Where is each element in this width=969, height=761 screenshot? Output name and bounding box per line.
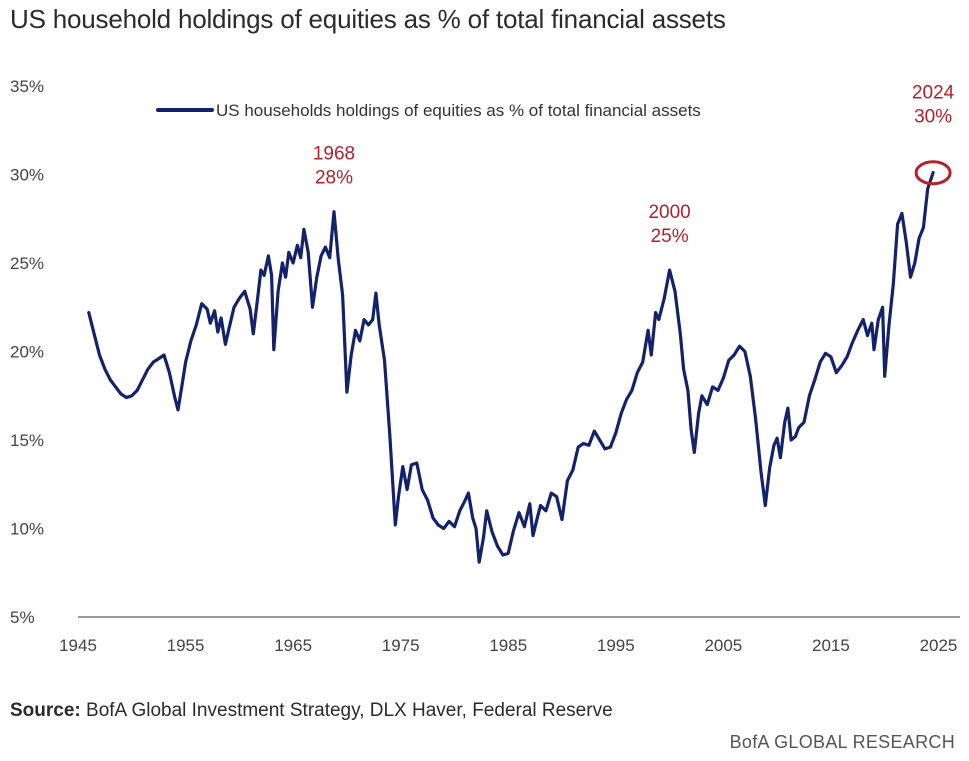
- x-tick-label: 1955: [167, 636, 205, 655]
- x-tick-label: 1945: [59, 636, 97, 655]
- x-tick-label: 2025: [920, 636, 958, 655]
- y-tick-label: 35%: [10, 77, 44, 96]
- y-tick-label: 5%: [10, 608, 35, 627]
- annotation-year: 2024: [912, 83, 955, 104]
- y-tick-label: 10%: [10, 520, 44, 539]
- annotation-value: 25%: [651, 226, 689, 247]
- x-tick-label: 1965: [274, 636, 312, 655]
- annotation-value: 28%: [315, 168, 353, 189]
- annotation-value: 30%: [914, 107, 952, 128]
- annotation-year: 1968: [313, 144, 355, 165]
- annotation-circle: [914, 160, 952, 186]
- annotation-year: 2000: [648, 202, 690, 223]
- x-tick-label: 1975: [382, 636, 420, 655]
- y-tick-label: 30%: [10, 166, 44, 185]
- source-note: Source: BofA Global Investment Strategy,…: [10, 700, 613, 722]
- x-tick-label: 2005: [704, 636, 742, 655]
- x-tick-label: 2015: [812, 636, 850, 655]
- series-line: [87, 171, 935, 564]
- x-tick-label: 1995: [597, 636, 635, 655]
- brand-label: BofA GLOBAL RESEARCH: [729, 732, 955, 752]
- legend-label: US households holdings of equities as % …: [216, 101, 701, 120]
- y-tick-label: 20%: [10, 343, 44, 362]
- source-text: BofA Global Investment Strategy, DLX Hav…: [80, 700, 613, 721]
- x-tick-label: 1985: [489, 636, 527, 655]
- chart-title: US household holdings of equities as % o…: [10, 4, 726, 34]
- source-label: Source:: [10, 700, 81, 721]
- y-tick-label: 15%: [10, 431, 44, 450]
- y-tick-label: 25%: [10, 254, 44, 273]
